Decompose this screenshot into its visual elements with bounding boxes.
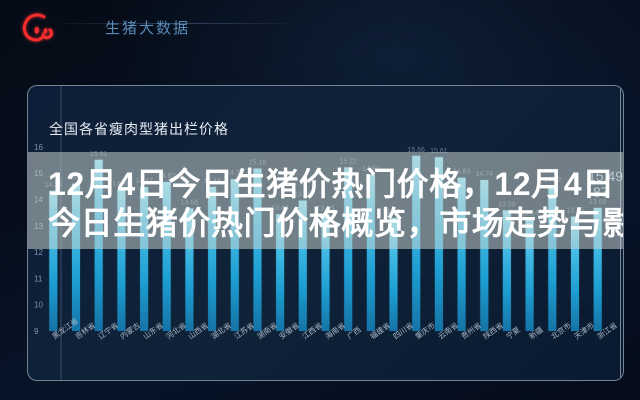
svg-text:9: 9 (34, 327, 39, 336)
svg-text:12: 12 (34, 248, 43, 257)
svg-text:16: 16 (34, 143, 43, 152)
svg-text:11: 11 (34, 274, 43, 283)
svg-text:10: 10 (34, 301, 43, 310)
